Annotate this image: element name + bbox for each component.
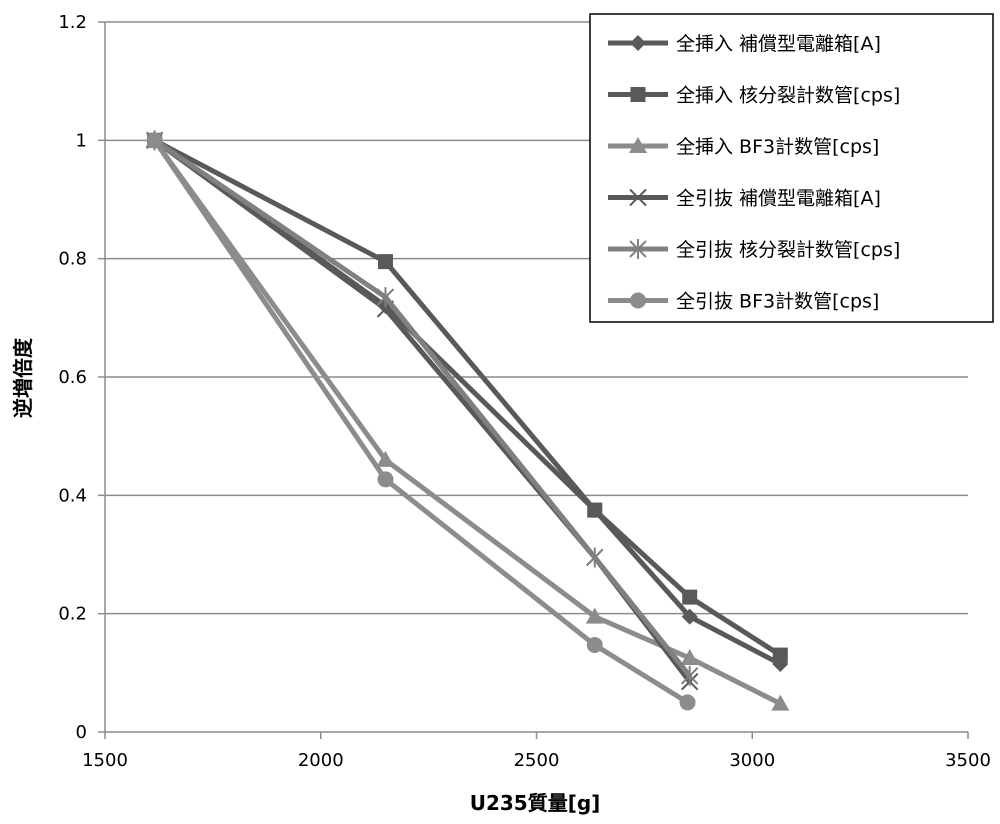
legend-label: 全引抜 核分裂計数管[cps]	[676, 239, 900, 261]
data-point-square	[682, 589, 698, 605]
data-point-square	[377, 254, 393, 270]
legend-item: 全引抜 補償型電離箱[A]	[608, 188, 881, 210]
legend-item: 全挿入 BF3計数管[cps]	[608, 136, 879, 158]
data-point-circle	[586, 637, 603, 654]
x-tick-label: 2500	[514, 750, 560, 771]
x-tick-label: 3000	[729, 750, 775, 771]
legend-label: 全挿入 核分裂計数管[cps]	[676, 85, 900, 107]
legend-item: 全引抜 BF3計数管[cps]	[608, 291, 879, 313]
y-tick-label: 0.2	[58, 604, 87, 625]
y-tick-label: 0.4	[58, 485, 87, 506]
legend-label: 全挿入 補償型電離箱[A]	[676, 33, 881, 55]
y-tick-label: 1.2	[58, 12, 87, 33]
series-layer	[145, 130, 790, 711]
legend-label: 全引抜 補償型電離箱[A]	[676, 188, 881, 210]
data-point-star	[376, 287, 395, 308]
legend-item: 全挿入 核分裂計数管[cps]	[608, 85, 900, 107]
legend-marker-x	[629, 188, 647, 207]
data-point-circle	[679, 694, 696, 711]
y-tick-label: 1	[76, 130, 87, 151]
data-point-square	[587, 502, 603, 518]
legend-marker-square	[630, 87, 646, 102]
x-tick-label: 2000	[298, 750, 344, 771]
legend: 全挿入 補償型電離箱[A] 全挿入 核分裂計数管[cps] 全挿入 BF3計数管[c…	[589, 13, 994, 323]
legend-marker-circle	[630, 292, 646, 309]
x-axis-title: U235質量[g]	[470, 791, 601, 815]
data-point-triangle	[585, 607, 604, 624]
series-6	[146, 132, 696, 711]
data-point-star	[680, 665, 699, 686]
data-point-circle	[377, 471, 394, 488]
legend-item: 全引抜 核分裂計数管[cps]	[608, 239, 900, 261]
series-2	[147, 132, 788, 663]
data-point-triangle	[771, 694, 790, 711]
legend-label: 全引抜 BF3計数管[cps]	[676, 291, 879, 313]
tick-label-layer: 0 0.2 0.4 0.6 0.8 1 1.2 1500 2000 2500 3000 3500	[58, 12, 991, 771]
grid-layer	[105, 21, 968, 615]
data-point-square	[772, 647, 788, 663]
x-tick-label: 1500	[82, 750, 128, 771]
data-point-triangle	[680, 649, 699, 666]
legend-marker-triangle	[629, 137, 647, 153]
data-point-triangle	[376, 450, 395, 467]
series-line	[152, 137, 691, 705]
legend-label: 全挿入 BF3計数管[cps]	[676, 136, 879, 158]
axis-layer	[98, 21, 969, 739]
series-line	[152, 137, 693, 679]
y-tick-label: 0.6	[58, 367, 87, 388]
y-tick-label: 0	[76, 722, 87, 743]
legend-box	[589, 13, 994, 323]
y-axis-title: 逆増倍度	[11, 337, 35, 418]
data-point-diamond	[681, 608, 698, 625]
data-point-circle	[146, 132, 163, 149]
legend-marker-diamond	[630, 35, 646, 51]
legend-item: 全挿入 補償型電離箱[A]	[608, 33, 881, 55]
y-tick-label: 0.8	[58, 249, 87, 270]
legend-marker-star	[629, 239, 647, 259]
x-tick-label: 3500	[945, 750, 991, 771]
data-point-star	[586, 547, 604, 568]
